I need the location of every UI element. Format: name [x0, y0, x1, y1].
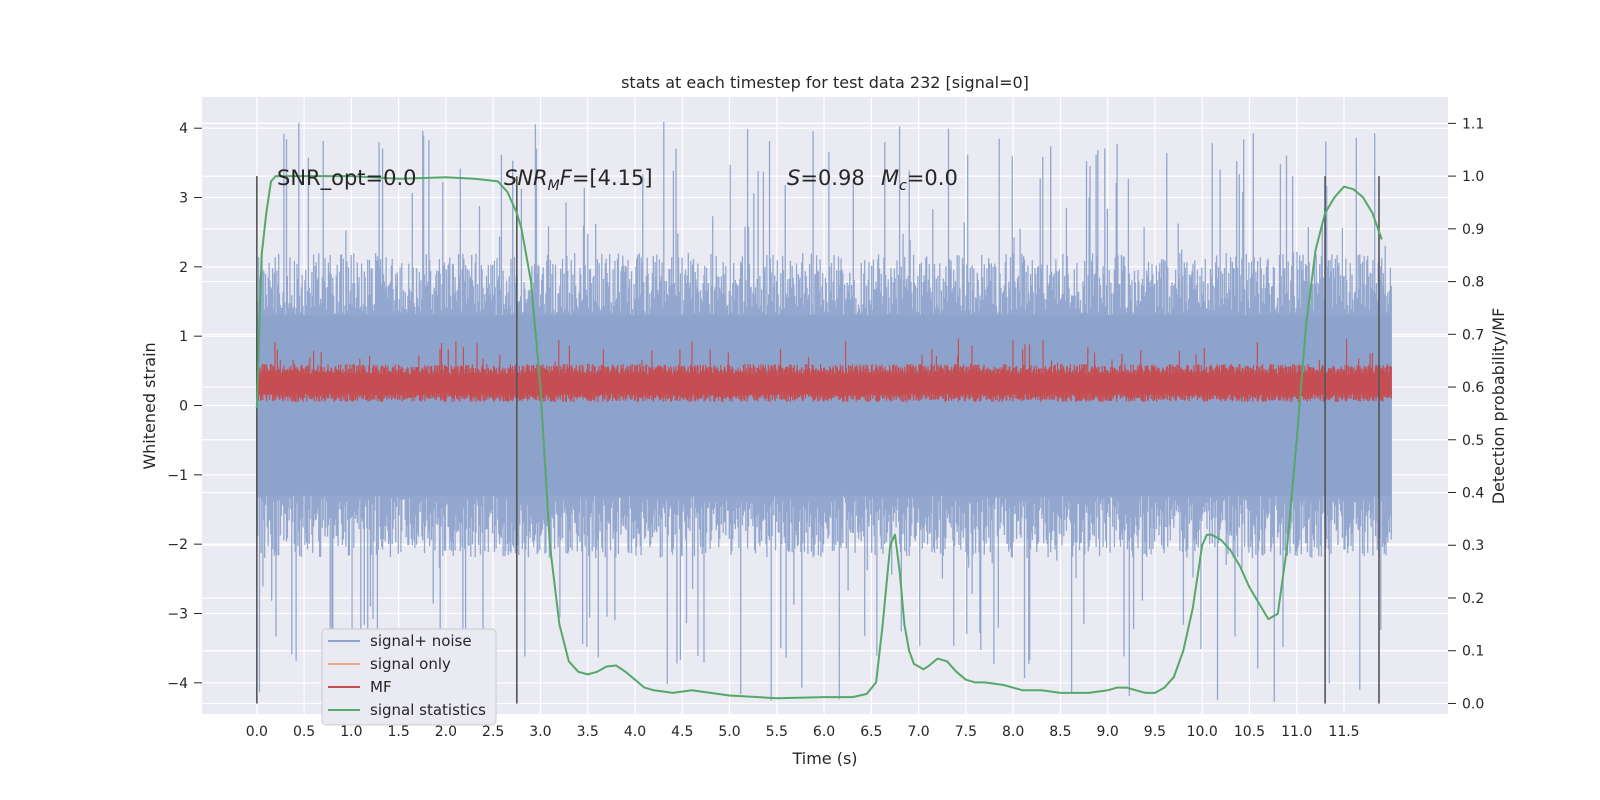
x-tick-label: 0.5 — [293, 724, 315, 740]
signal-statistics-series — [255, 175, 1383, 700]
y2-tick-label: 0.4 — [1462, 486, 1484, 502]
y-tick-label: −1 — [167, 468, 188, 484]
y-axis-ticks: 4 3 2 1 0 −1 −2 −3 −4 — [167, 121, 202, 692]
y2-tick-label: 0.7 — [1462, 327, 1484, 343]
annotation-snr-mf: SNRMF=[4.15] — [504, 166, 653, 194]
x-tick-label: 6.5 — [860, 724, 882, 740]
x-axis-label: Time (s) — [791, 749, 857, 768]
y-tick-label: −4 — [167, 676, 188, 692]
x-tick-label: 1.5 — [388, 724, 410, 740]
signal-noise-core — [256, 315, 1392, 496]
x-tick-label: 0.0 — [246, 724, 268, 740]
x-tick-label: 7.5 — [955, 724, 977, 740]
x-tick-label: 10.5 — [1234, 724, 1265, 740]
y2-tick-label: 0.2 — [1462, 591, 1484, 607]
x-axis-ticks: 0.0 0.5 1.0 1.5 2.0 2.5 3.0 3.5 4.0 4.5 5.0 5.5 6.0 6… — [246, 724, 1360, 740]
chart-title: stats at each timestep for test data 232… — [621, 73, 1029, 92]
y2-tick-label: 0.0 — [1462, 696, 1484, 712]
y-axis-label: Whitened strain — [140, 342, 159, 469]
x-tick-label: 11.5 — [1328, 724, 1359, 740]
annotation-snr-opt: SNR_opt=0.0 — [277, 166, 417, 191]
vertical-markers — [256, 176, 1380, 704]
y2-tick-label: 1.1 — [1462, 116, 1484, 132]
x-tick-label: 11.0 — [1281, 724, 1312, 740]
legend-label-signal-statistics: signal statistics — [370, 701, 486, 719]
x-tick-label: 4.0 — [624, 724, 646, 740]
x-tick-label: 2.0 — [435, 724, 457, 740]
legend-label-signal-noise: signal+ noise — [370, 632, 472, 650]
y2-axis-label: Detection probability/MF — [1489, 308, 1508, 505]
y-tick-label: 0 — [179, 399, 188, 415]
x-tick-label: 9.5 — [1144, 724, 1166, 740]
annotation-mc-value: =0.0 — [907, 166, 958, 190]
x-tick-label: 4.5 — [671, 724, 693, 740]
x-tick-label: 6.0 — [813, 724, 835, 740]
x-tick-label: 5.5 — [766, 724, 788, 740]
y-tick-label: 2 — [179, 260, 188, 276]
x-tick-label: 10.0 — [1187, 724, 1218, 740]
x-tick-label: 7.0 — [907, 724, 929, 740]
annotation-s-value: =0.98 — [800, 166, 864, 190]
annotation-mc: Mc=0.0 — [881, 166, 958, 194]
legend: signal+ noise signal only MF signal stat… — [321, 628, 497, 726]
y2-tick-label: 0.6 — [1462, 380, 1484, 396]
annotation-s: S=0.98 — [787, 166, 865, 190]
x-tick-label: 2.5 — [482, 724, 504, 740]
x-tick-label: 8.5 — [1049, 724, 1071, 740]
y-tick-label: 1 — [179, 329, 188, 345]
x-tick-label: 8.0 — [1002, 724, 1024, 740]
legend-label-signal-only: signal only — [370, 655, 451, 673]
y2-tick-label: 0.3 — [1462, 538, 1484, 554]
signal-noise-series — [256, 121, 1392, 702]
x-tick-label: 3.0 — [529, 724, 551, 740]
y2-tick-label: 0.1 — [1462, 644, 1484, 660]
y2-tick-label: 0.9 — [1462, 222, 1484, 238]
annotation-snr-mf-value: =[4.15] — [572, 166, 653, 190]
legend-box — [321, 628, 497, 726]
y-tick-label: 3 — [179, 191, 188, 207]
x-tick-label: 1.0 — [340, 724, 362, 740]
y-tick-label: −2 — [167, 537, 188, 553]
x-tick-label: 9.0 — [1097, 724, 1119, 740]
signal-statistics-line — [255, 175, 1383, 700]
y-tick-label: 4 — [179, 121, 188, 137]
y2-axis-ticks: 1.1 1.0 0.9 0.8 0.7 0.6 0.5 0.4 0.3 0.2 0.1 0.0 — [1448, 116, 1484, 712]
y2-tick-label: 1.0 — [1462, 169, 1484, 185]
x-tick-label: 5.0 — [718, 724, 740, 740]
x-tick-label: 3.5 — [577, 724, 599, 740]
legend-label-mf: MF — [370, 678, 392, 696]
y2-tick-label: 0.5 — [1462, 433, 1484, 449]
y-tick-label: −3 — [167, 606, 188, 622]
y2-tick-label: 0.8 — [1462, 275, 1484, 291]
